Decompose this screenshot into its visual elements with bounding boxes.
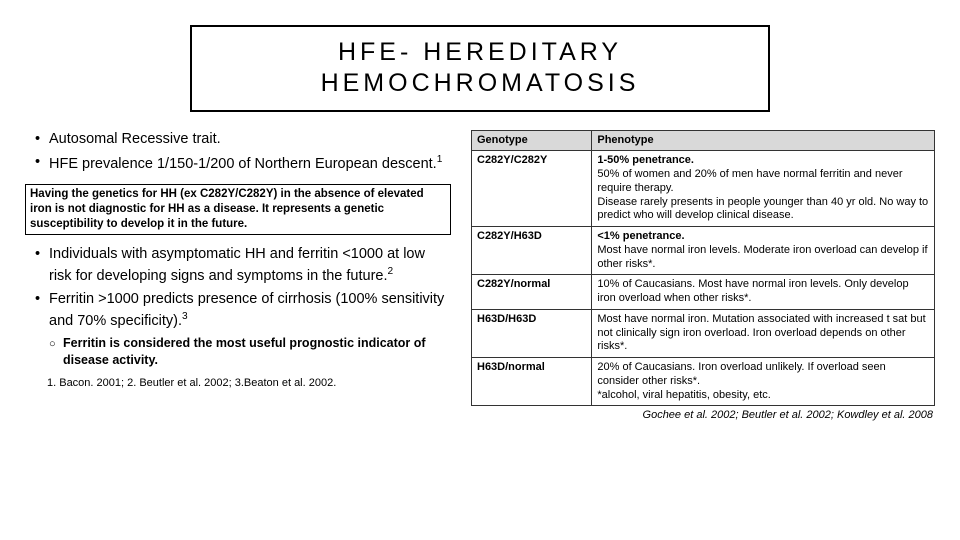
left-column: Autosomal Recessive trait. HFE prevalenc…	[25, 130, 455, 422]
phenotype-bold: 1-50% penetrance.	[597, 154, 694, 166]
genotype-cell: C282Y/H63D	[472, 227, 592, 275]
phenotype-bold: <1% penetrance.	[597, 230, 684, 242]
note-box: Having the genetics for HH (ex C282Y/C28…	[25, 184, 451, 235]
genotype-table: Genotype Phenotype C282Y/C282Y1-50% pene…	[471, 130, 935, 407]
bullet-text: HFE prevalence 1/150-1/200 of Northern E…	[49, 156, 437, 172]
bullet-list-2: Individuals with asymptomatic HH and fer…	[25, 245, 451, 331]
bullet-item: Individuals with asymptomatic HH and fer…	[35, 245, 451, 286]
table-row: C282Y/normal10% of Caucasians. Most have…	[472, 275, 935, 310]
table-header-cell: Phenotype	[592, 130, 935, 151]
sub-bullet-list: Ferritin is considered the most useful p…	[25, 335, 451, 369]
sub-bullet-item: Ferritin is considered the most useful p…	[49, 335, 451, 369]
table-header-cell: Genotype	[472, 130, 592, 151]
table-row: H63D/H63DMost have normal iron. Mutation…	[472, 309, 935, 357]
title-box: HFE- HEREDITARY HEMOCHROMATOSIS	[190, 25, 770, 112]
table-header-row: Genotype Phenotype	[472, 130, 935, 151]
table-row: C282Y/H63D<1% penetrance.Most have norma…	[472, 227, 935, 275]
phenotype-cell: 20% of Caucasians. Iron overload unlikel…	[592, 358, 935, 406]
bullet-text: Individuals with asymptomatic HH and fer…	[49, 246, 425, 283]
genotype-cell: H63D/H63D	[472, 309, 592, 357]
slide: HFE- HEREDITARY HEMOCHROMATOSIS Autosoma…	[0, 0, 960, 540]
bullet-item: Autosomal Recessive trait.	[35, 130, 451, 150]
phenotype-cell: 10% of Caucasians. Most have normal iron…	[592, 275, 935, 310]
phenotype-cell: Most have normal iron. Mutation associat…	[592, 309, 935, 357]
bullet-item: Ferritin >1000 predicts presence of cirr…	[35, 290, 451, 331]
right-column: Genotype Phenotype C282Y/C282Y1-50% pene…	[471, 130, 935, 422]
references-line: 1. Bacon. 2001; 2. Beutler et al. 2002; …	[25, 377, 451, 389]
phenotype-cell: <1% penetrance.Most have normal iron lev…	[592, 227, 935, 275]
genotype-cell: H63D/normal	[472, 358, 592, 406]
slide-title: HFE- HEREDITARY HEMOCHROMATOSIS	[212, 37, 748, 100]
superscript-ref: 1	[437, 154, 443, 165]
table-row: H63D/normal20% of Caucasians. Iron overl…	[472, 358, 935, 406]
superscript-ref: 3	[182, 311, 188, 322]
two-column-layout: Autosomal Recessive trait. HFE prevalenc…	[25, 130, 935, 422]
bullet-text: Ferritin >1000 predicts presence of cirr…	[49, 291, 444, 328]
bullet-list-1: Autosomal Recessive trait. HFE prevalenc…	[25, 130, 451, 175]
bullet-item: HFE prevalence 1/150-1/200 of Northern E…	[35, 153, 451, 174]
table-row: C282Y/C282Y1-50% penetrance.50% of women…	[472, 151, 935, 227]
genotype-cell: C282Y/normal	[472, 275, 592, 310]
superscript-ref: 2	[388, 266, 394, 277]
table-citation: Gochee et al. 2002; Beutler et al. 2002;…	[471, 409, 935, 421]
phenotype-cell: 1-50% penetrance.50% of women and 20% of…	[592, 151, 935, 227]
genotype-cell: C282Y/C282Y	[472, 151, 592, 227]
